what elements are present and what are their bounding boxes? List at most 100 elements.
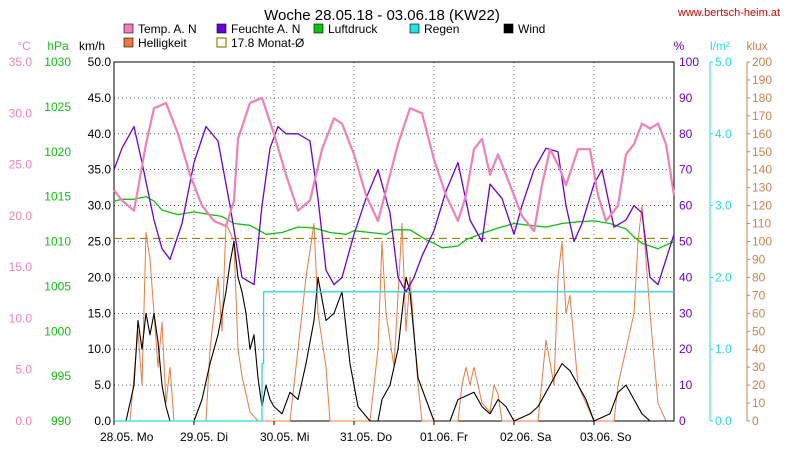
tick-label-luftdruck: 1020 [44,145,71,159]
tick-label-temp: 30.0 [9,106,33,120]
source-link[interactable]: www.bertsch-heim.at [677,7,780,19]
series-line-temp [113,96,676,233]
tick-label-feuchte: 50 [679,235,693,249]
tick-label-wind: 40.0 [88,127,112,141]
tick-label-hell: 200 [752,55,772,69]
legend-item-regen: Regen [409,22,459,36]
tick-label-luftdruck: 1025 [44,100,71,114]
x-axis: 28.05. Mo 29.05. Di 30.05. Mi 31.05. Do 01.0… [100,421,632,444]
tick-label-wind: 35.0 [88,163,112,177]
x-tick-label: 31.05. Do [340,430,392,444]
tick-label-temp: 25.0 [9,158,33,172]
tick-label-feuchte: 20 [679,342,693,356]
tick-label-regen: 3.0 [715,199,732,213]
unit-luftdruck: hPa [47,39,69,53]
tick-label-temp: 10.0 [9,311,33,325]
tick-label-hell: 110 [752,217,771,231]
tick-label-hell: 170 [752,109,772,123]
axis-wind: 0.0 5.0 10.0 15.0 20.0 25.0 30.0 35.0 40.0 45.0 50… [88,55,112,428]
legend-item-feuchte: Feuchte A. N [216,22,300,36]
tick-label-wind: 15.0 [88,306,112,320]
tick-label-wind: 20.0 [88,270,112,284]
tick-label-hell: 40 [752,342,766,356]
tick-label-hell: 150 [752,145,772,159]
tick-label-wind: 30.0 [88,199,112,213]
x-tick-label: 28.05. Mo [100,430,154,444]
legend: Temp. A. N Feuchte A. N Luftdruck Regen Wind… [123,22,545,50]
tick-label-temp: 35.0 [9,55,33,69]
axis-temp: 0.0 5.0 10.0 15.0 20.0 25.0 30.0 35.0 [9,55,33,428]
tick-label-wind: 25.0 [88,235,112,249]
legend-label: Temp. A. N [138,22,197,36]
tick-label-wind: 45.0 [88,91,112,105]
tick-label-hell: 100 [752,235,772,249]
tick-label-feuchte: 10 [679,378,693,392]
x-tick-label: 30.05. Mi [260,430,309,444]
tick-label-regen: 0.0 [715,414,732,428]
unit-hell: klux [746,39,767,53]
x-tick-label: 01.06. Fr [420,430,468,444]
tick-label-temp: 20.0 [9,209,33,223]
x-tick-label: 02.06. Sa [500,430,552,444]
axis-units: °C hPa km/h% l/m² klux [17,39,767,53]
unit-temp: °C [17,39,31,53]
legend-item-monat: 17.8 Monat-Ø [216,36,304,50]
tick-label-luftdruck: 990 [51,414,71,428]
legend-swatch [503,23,514,34]
tick-label-wind: 0.0 [94,414,111,428]
series-line-luftdruck [113,195,675,250]
series-line-regen [114,291,674,422]
tick-label-hell: 50 [752,324,766,338]
tick-label-feuchte: 30 [679,306,693,320]
unit-regen: l/m² [710,39,730,53]
legend-label: 17.8 Monat-Ø [231,36,304,50]
legend-item-hell: Helligkeit [123,36,187,50]
unit-feuchte: % [674,39,685,53]
series-layer [113,96,676,422]
tick-label-temp: 15.0 [9,260,33,274]
tick-label-feuchte: 100 [679,55,699,69]
tick-label-regen: 5.0 [715,55,732,69]
legend-swatch [409,23,420,34]
tick-label-luftdruck: 995 [51,369,71,383]
legend-swatch [216,23,227,34]
tick-label-hell: 0 [752,414,759,428]
tick-label-hell: 160 [752,127,772,141]
axes: 0.05.010.015.020.025.030.035.09909951000… [9,55,773,428]
tick-label-hell: 90 [752,252,766,266]
tick-label-luftdruck: 1005 [44,279,71,293]
tick-label-hell: 190 [752,73,772,87]
legend-label: Luftdruck [328,22,378,36]
tick-label-hell: 30 [752,360,766,374]
tick-label-temp: 0.0 [15,414,32,428]
chart-title: Woche 28.05.18 - 03.06.18 (KW22) [264,7,500,24]
tick-label-hell: 20 [752,378,766,392]
legend-label: Helligkeit [138,36,187,50]
legend-swatch [123,37,134,48]
legend-item-luftdruck: Luftdruck [313,22,378,36]
tick-label-wind: 10.0 [88,342,112,356]
tick-label-feuchte: 0 [679,414,686,428]
tick-label-feuchte: 60 [679,199,693,213]
legend-item-temp: Temp. A. N [123,22,197,36]
x-tick-label: 03.06. So [580,430,632,444]
tick-label-hell: 180 [752,91,772,105]
tick-label-luftdruck: 1010 [44,235,71,249]
tick-label-wind: 5.0 [94,378,111,392]
tick-label-feuchte: 80 [679,127,693,141]
tick-label-hell: 10 [752,396,766,410]
axis-feuchte: 0 10 20 30 40 50 60 70 80 90 100 [679,55,699,428]
series-line-feuchte [113,125,675,293]
tick-label-hell: 130 [752,181,772,195]
tick-label-feuchte: 70 [679,163,693,177]
legend-item-wind: Wind [503,22,545,36]
legend-swatch [123,23,134,34]
legend-label: Wind [518,22,545,36]
axis-hell: 0 10 20 30 40 50 60 70 80 90 100 110 120 130 140 150 160… [746,55,772,428]
tick-label-hell: 60 [752,306,766,320]
axis-regen: 0.0 1.0 2.0 3.0 4.0 5.0 [709,55,732,428]
tick-label-feuchte: 90 [679,91,693,105]
legend-label: Feuchte A. N [231,22,300,36]
tick-label-luftdruck: 1015 [44,190,71,204]
